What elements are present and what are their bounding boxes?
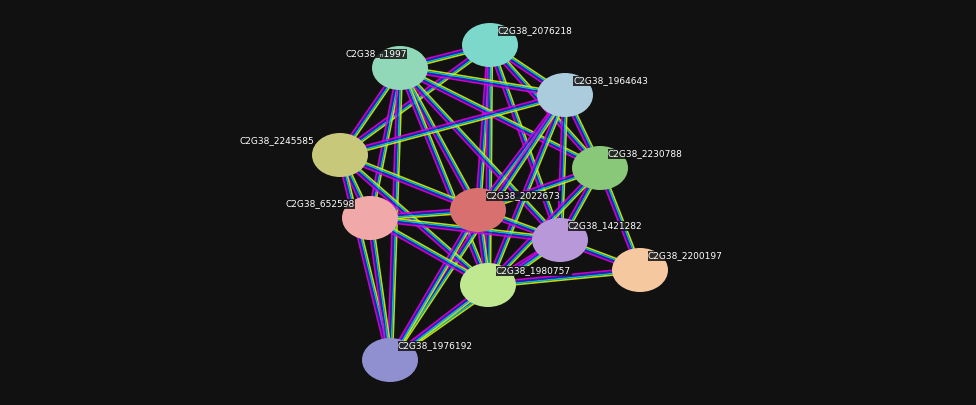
Ellipse shape [462,23,518,67]
Ellipse shape [342,196,398,240]
Ellipse shape [372,46,428,90]
Text: C2G38_2200197: C2G38_2200197 [648,252,723,260]
Ellipse shape [572,146,628,190]
Ellipse shape [312,133,368,177]
Text: C2G38_1980757: C2G38_1980757 [496,266,571,275]
Ellipse shape [450,188,506,232]
Text: C2G38_2230788: C2G38_2230788 [608,149,683,158]
Text: C2G38_2245585: C2G38_2245585 [240,136,314,145]
Text: C2G38_2076218: C2G38_2076218 [498,26,573,36]
Ellipse shape [460,263,516,307]
Ellipse shape [362,338,418,382]
Ellipse shape [537,73,593,117]
Text: C2G38_1976192: C2G38_1976192 [398,341,473,350]
Text: C2G38_2022673: C2G38_2022673 [486,192,561,200]
Text: C2G38_1421282: C2G38_1421282 [568,222,642,230]
Ellipse shape [532,218,588,262]
Text: C2G38_1964643: C2G38_1964643 [573,77,648,85]
Text: C2G38_ₙ1997: C2G38_ₙ1997 [345,49,406,58]
Ellipse shape [612,248,668,292]
Text: C2G38_652598: C2G38_652598 [285,200,354,209]
